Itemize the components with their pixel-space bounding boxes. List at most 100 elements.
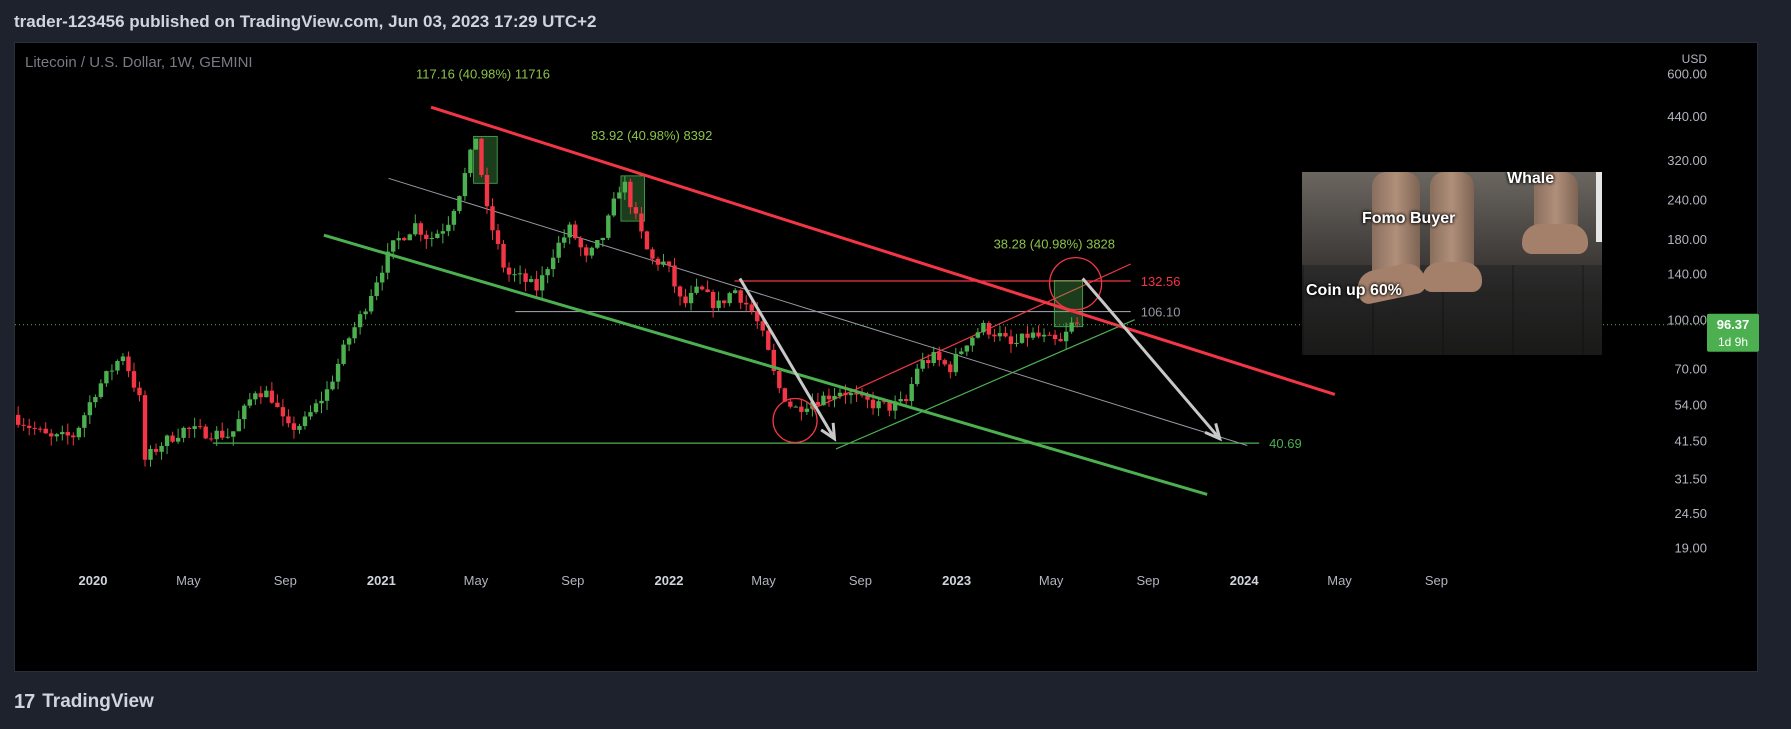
candle-body[interactable] — [766, 330, 771, 350]
candle-body[interactable] — [926, 360, 931, 364]
candle-body[interactable] — [473, 138, 479, 150]
candle-body[interactable] — [672, 265, 677, 287]
candle-body[interactable] — [170, 435, 175, 442]
candle-body[interactable] — [793, 406, 799, 408]
up-channel-upper-line[interactable] — [811, 263, 1131, 411]
candle-body[interactable] — [462, 173, 468, 197]
candle-body[interactable] — [197, 426, 203, 428]
candle-body[interactable] — [181, 427, 186, 438]
candle-body[interactable] — [898, 399, 903, 402]
candle-body[interactable] — [15, 414, 21, 425]
candle-body[interactable] — [749, 304, 754, 311]
candle-body[interactable] — [1069, 322, 1074, 332]
candle-body[interactable] — [556, 242, 561, 258]
highlight-circle[interactable] — [1048, 257, 1103, 311]
candle-body[interactable] — [611, 198, 617, 216]
candle-body[interactable] — [903, 399, 909, 402]
last-price-badge[interactable] — [1707, 313, 1759, 352]
candle-body[interactable] — [1036, 332, 1041, 337]
candle-body[interactable] — [959, 351, 964, 354]
candle-body[interactable] — [413, 223, 418, 235]
candle-body[interactable] — [721, 300, 727, 304]
mid-trend-line[interactable] — [388, 177, 1248, 446]
candle-body[interactable] — [137, 387, 142, 396]
candle-body[interactable] — [60, 432, 65, 435]
candle-body[interactable] — [126, 356, 131, 372]
projection-arrow[interactable] — [1081, 277, 1221, 440]
candle-body[interactable] — [837, 392, 843, 396]
candle-body[interactable] — [286, 416, 291, 424]
candle-body[interactable] — [374, 282, 379, 297]
candle-body[interactable] — [32, 427, 37, 429]
candle-body[interactable] — [986, 322, 992, 335]
candle-body[interactable] — [1025, 333, 1030, 338]
candle-body[interactable] — [887, 401, 892, 411]
candle-body[interactable] — [738, 290, 743, 303]
candle-body[interactable] — [948, 364, 953, 373]
candle-body[interactable] — [368, 296, 374, 312]
candle-body[interactable] — [429, 237, 435, 239]
candle-body[interactable] — [192, 426, 197, 429]
candle-body[interactable] — [214, 430, 219, 440]
candle-body[interactable] — [705, 289, 710, 292]
candle-body[interactable] — [109, 370, 115, 372]
candle-body[interactable] — [71, 435, 76, 438]
candle-body[interactable] — [225, 436, 230, 438]
candle-body[interactable] — [992, 334, 997, 337]
candle-body[interactable] — [330, 381, 335, 390]
candle-body[interactable] — [539, 275, 545, 291]
candle-body[interactable] — [1041, 334, 1047, 337]
candle-body[interactable] — [38, 428, 43, 430]
candle-body[interactable] — [76, 427, 82, 438]
candle-body[interactable] — [490, 206, 495, 231]
candle-body[interactable] — [870, 399, 876, 409]
candle-body[interactable] — [231, 431, 236, 437]
candle-body[interactable] — [335, 363, 341, 382]
candle-body[interactable] — [98, 383, 104, 398]
candle-body[interactable] — [269, 390, 275, 403]
candle-body[interactable] — [164, 435, 170, 446]
candle-body[interactable] — [815, 402, 821, 406]
candle-body[interactable] — [424, 234, 429, 239]
candle-body[interactable] — [859, 394, 865, 396]
candle-body[interactable] — [457, 196, 462, 211]
candle-body[interactable] — [760, 321, 765, 331]
candle-body[interactable] — [633, 207, 639, 214]
candle-body[interactable] — [49, 433, 54, 437]
candle-body[interactable] — [43, 428, 48, 434]
candle-body[interactable] — [501, 243, 506, 268]
candle-body[interactable] — [639, 213, 644, 232]
candle-body[interactable] — [115, 361, 120, 371]
candle-body[interactable] — [666, 261, 672, 266]
candle-body[interactable] — [589, 247, 594, 256]
projection-arrow[interactable] — [738, 277, 836, 440]
candle-body[interactable] — [981, 322, 986, 333]
candle-body[interactable] — [848, 393, 854, 396]
candle-body[interactable] — [970, 337, 975, 346]
candle-body[interactable] — [186, 427, 192, 429]
candle-body[interactable] — [291, 423, 297, 430]
candle-body[interactable] — [302, 416, 308, 427]
candle-body[interactable] — [771, 349, 776, 371]
candle-body[interactable] — [573, 224, 578, 239]
candle-body[interactable] — [595, 240, 600, 248]
candle-body[interactable] — [87, 402, 93, 416]
candle-body[interactable] — [550, 257, 556, 270]
candle-body[interactable] — [379, 272, 385, 283]
candle-body[interactable] — [600, 237, 606, 241]
candle-body[interactable] — [1019, 333, 1025, 343]
candle-body[interactable] — [247, 399, 253, 406]
candle-body[interactable] — [892, 401, 898, 411]
candle-body[interactable] — [258, 393, 264, 398]
candle-body[interactable] — [953, 353, 959, 373]
candle-body[interactable] — [677, 286, 683, 297]
candle-body[interactable] — [313, 403, 319, 413]
tradingview-brand[interactable]: TradingView — [42, 691, 154, 712]
candle-body[interactable] — [435, 233, 440, 238]
candle-body[interactable] — [280, 407, 286, 417]
candle-body[interactable] — [104, 371, 109, 384]
candle-body[interactable] — [324, 389, 330, 401]
candle-body[interactable] — [661, 261, 666, 265]
candle-body[interactable] — [1047, 334, 1052, 336]
candle-body[interactable] — [799, 406, 804, 412]
